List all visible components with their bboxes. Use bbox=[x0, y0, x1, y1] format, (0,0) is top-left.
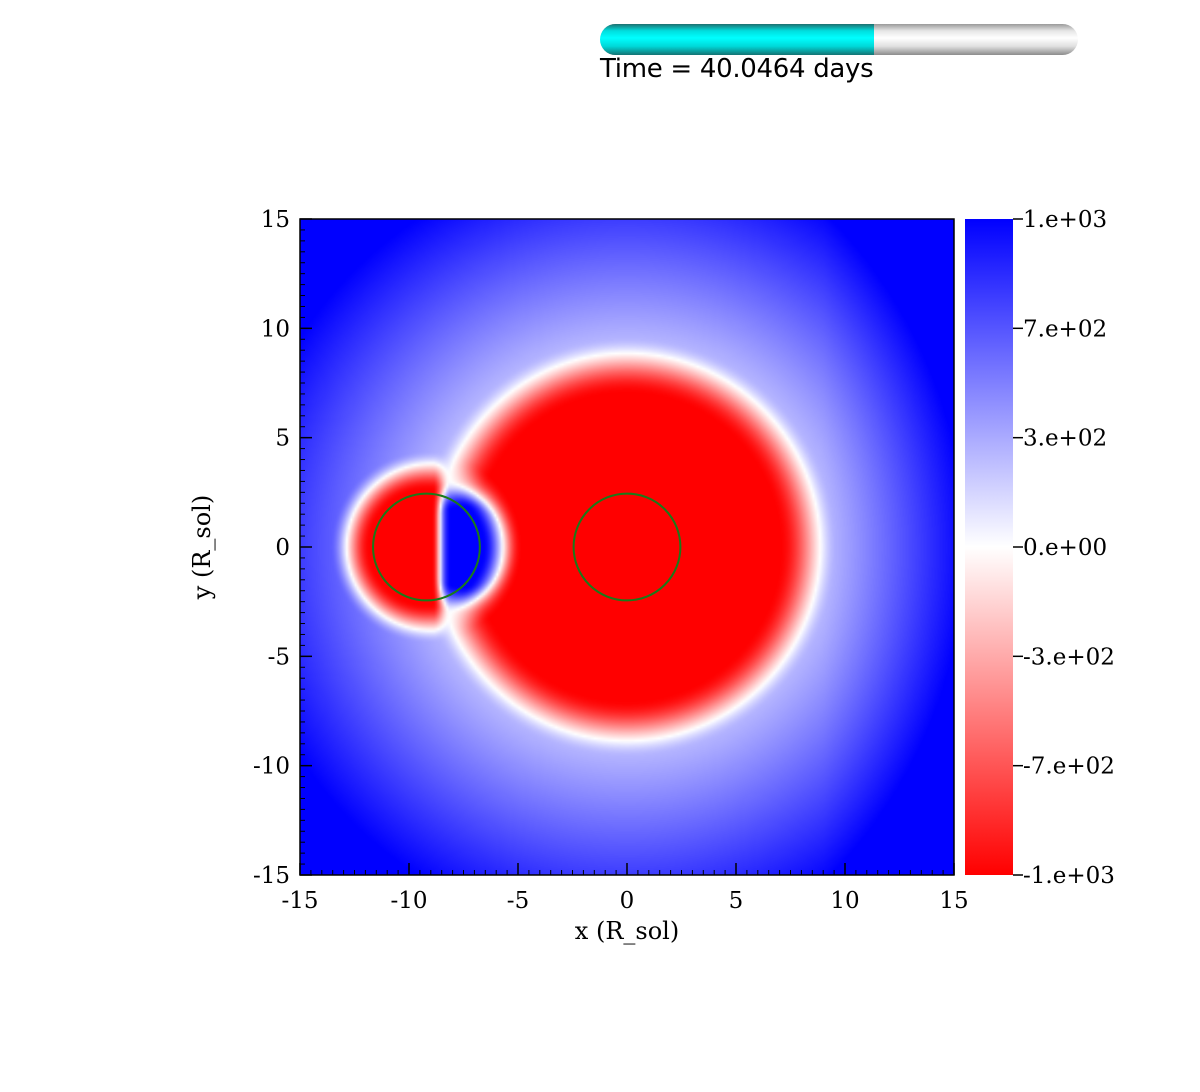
y-tick-label: -15 bbox=[253, 863, 290, 889]
x-tick-label: 15 bbox=[939, 888, 968, 914]
colorbar-tick-label: -1.e+03 bbox=[1023, 863, 1115, 889]
colorbar-tick-label: 3.e+02 bbox=[1023, 426, 1107, 452]
star-outline-circle-2 bbox=[572, 492, 682, 602]
time-progress-fill bbox=[600, 24, 874, 55]
y-tick-label: -5 bbox=[268, 644, 290, 670]
y-tick-label: 0 bbox=[275, 535, 290, 561]
colorbar-tick-label: 0.e+00 bbox=[1023, 535, 1107, 561]
colorbar-axis: 1.e+03 7.e+02 3.e+02 0.e+00 -3.e+02 -7.e+02 -1… bbox=[1013, 207, 1115, 889]
y-tick-label: 15 bbox=[261, 207, 290, 233]
y-axis-title: y (R_sol) bbox=[188, 495, 216, 600]
x-tick-label: 10 bbox=[830, 888, 859, 914]
colorbar-tick-label: 7.e+02 bbox=[1023, 316, 1107, 342]
time-label: Time = 40.0464 days bbox=[600, 54, 874, 84]
y-tick-label: 10 bbox=[261, 316, 290, 342]
x-tick-label: -15 bbox=[281, 888, 318, 914]
x-tick-label: 5 bbox=[729, 888, 744, 914]
y-tick-label: -10 bbox=[253, 754, 290, 780]
field-heatmap bbox=[300, 219, 954, 875]
time-progress-bar bbox=[600, 24, 1078, 55]
colorbar-tick-label: -3.e+02 bbox=[1023, 644, 1115, 670]
y-tick-label: 5 bbox=[275, 426, 290, 452]
x-tick-label: 0 bbox=[620, 888, 635, 914]
x-axis: -15 -10 -5 0 5 10 15 bbox=[281, 863, 969, 914]
colorbar bbox=[965, 219, 1013, 875]
x-tick-label: -10 bbox=[390, 888, 427, 914]
x-tick-label: -5 bbox=[507, 888, 529, 914]
overlay-layer bbox=[372, 492, 682, 602]
y-axis: 15 10 5 0 -5 -10 -15 bbox=[253, 207, 312, 889]
x-axis-title: x (R_sol) bbox=[575, 917, 679, 945]
colorbar-tick-label: 1.e+03 bbox=[1023, 207, 1107, 233]
colorbar-tick-label: -7.e+02 bbox=[1023, 754, 1115, 780]
star-outline-circle-1 bbox=[372, 492, 481, 602]
